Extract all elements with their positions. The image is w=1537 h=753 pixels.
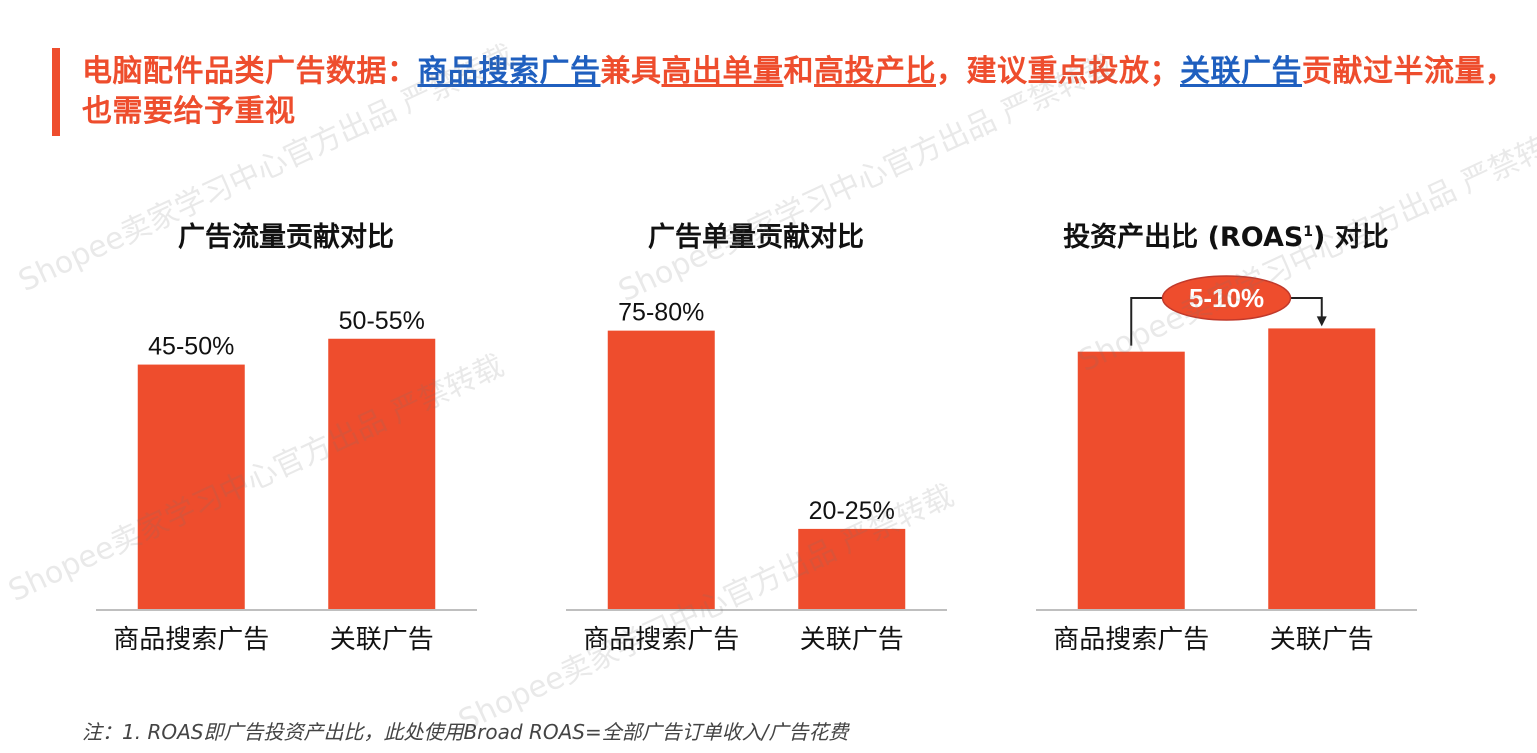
chart-title-traffic: 广告流量贡献对比 [178, 222, 394, 253]
headline-highlight-related-ads: 关联广告 [1180, 54, 1302, 89]
arrow-head [1316, 316, 1327, 327]
category-label: 商品搜索广告 [1053, 625, 1209, 655]
category-label: 关联广告 [1270, 625, 1374, 655]
headline-highlight-search-ads: 商品搜索广告 [417, 54, 601, 89]
footnote-ref: 1 [1303, 224, 1314, 240]
difference-label: 5-10% [1189, 283, 1264, 313]
chart-title-roas-end: ) 对比 [1313, 222, 1389, 253]
category-label: 关联广告 [800, 625, 904, 655]
data-label: 75-80% [618, 299, 704, 327]
difference-badge [1161, 275, 1292, 321]
bar [328, 338, 436, 610]
category-label: 商品搜索广告 [583, 625, 739, 655]
headline-highlight-roas: 高投产比 [814, 54, 936, 89]
bar [1268, 328, 1376, 610]
chart-title-orders: 广告单量贡献对比 [648, 222, 864, 253]
bar [607, 330, 715, 610]
headline-part: 电脑配件品类广告数据： [82, 54, 418, 89]
headline-highlight-orders: 高出单量 [661, 54, 784, 89]
bar [137, 364, 245, 610]
category-label: 关联广告 [330, 625, 434, 655]
headline-part: 和 [783, 54, 814, 89]
chart-title-roas: 投资产出比 (ROAS1) 对比 [1016, 215, 1436, 254]
bar [1077, 351, 1185, 610]
data-label: 45-50% [148, 333, 234, 361]
page-title: 电脑配件品类广告数据：商品搜索广告兼具高出单量和高投产比，建议重点投放；关联广告… [82, 52, 1522, 132]
footnote: 注：1. ROAS即广告投资产出比，此处使用Broad ROAS=全部广告订单收… [82, 720, 849, 744]
data-label: 20-25% [809, 497, 895, 525]
data-label: 50-55% [339, 307, 425, 335]
headline-part: ，建议重点投放； [936, 54, 1180, 89]
headline-part: 贡献过半流量，也需要给予重视 [82, 54, 1516, 129]
chart-title-roas-text: 投资产出比 (ROAS [1063, 222, 1304, 253]
bar [798, 528, 906, 610]
category-label: 商品搜索广告 [113, 625, 269, 655]
accent-bar [52, 48, 60, 136]
headline-part: 兼具 [600, 54, 662, 89]
